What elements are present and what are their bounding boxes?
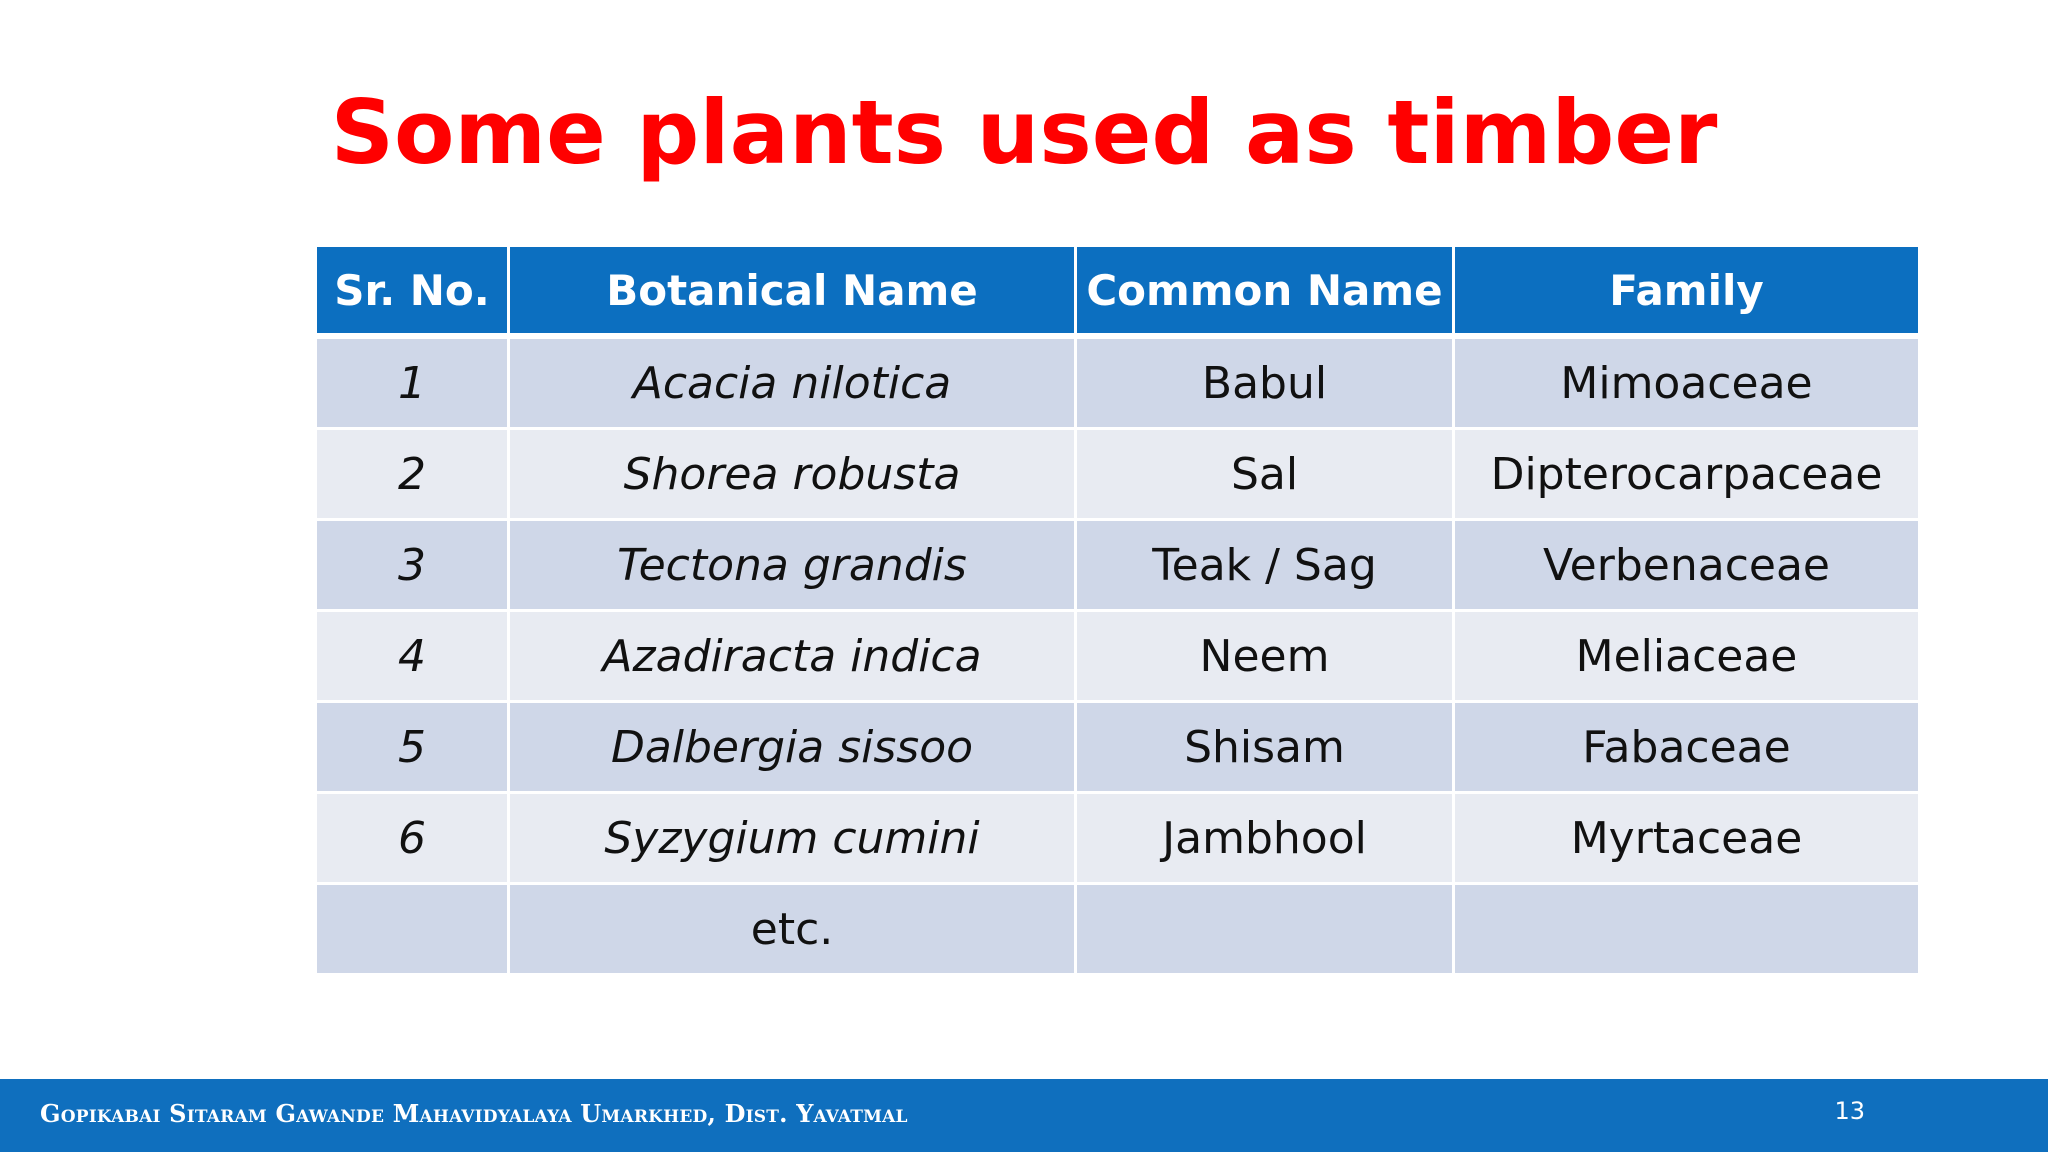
cell-common-name: Teak / Sag <box>1074 518 1455 612</box>
table-row: etc. <box>314 882 1921 976</box>
cell-common-name: Sal <box>1074 427 1455 521</box>
footer-institution-name: Gopikabai Sitaram Gawande Mahavidyalaya … <box>40 1099 908 1128</box>
cell-sr-no <box>314 882 510 976</box>
table-row: 5 Dalbergia sissoo Shisam Fabaceae <box>314 700 1921 794</box>
header-family: Family <box>1452 244 1921 339</box>
cell-botanical-name: Azadiracta indica <box>507 609 1077 703</box>
cell-sr-no: 3 <box>314 518 510 612</box>
header-sr-no: Sr. No. <box>314 244 510 339</box>
cell-common-name: Babul <box>1074 334 1455 430</box>
cell-family <box>1452 882 1921 976</box>
cell-sr-no: 2 <box>314 427 510 521</box>
cell-botanical-name: Acacia nilotica <box>507 334 1077 430</box>
slide-title: Some plants used as timber <box>330 81 1718 184</box>
cell-common-name <box>1074 882 1455 976</box>
cell-botanical-name: etc. <box>507 882 1077 976</box>
cell-common-name: Neem <box>1074 609 1455 703</box>
cell-sr-no: 4 <box>314 609 510 703</box>
timber-plants-table-container: Sr. No. Botanical Name Common Name Famil… <box>314 244 1921 976</box>
table-row: 4 Azadiracta indica Neem Meliaceae <box>314 609 1921 703</box>
cell-family: Fabaceae <box>1452 700 1921 794</box>
table-row: 6 Syzygium cumini Jambhool Myrtaceae <box>314 791 1921 885</box>
cell-family: Myrtaceae <box>1452 791 1921 885</box>
timber-plants-table: Sr. No. Botanical Name Common Name Famil… <box>314 244 1921 976</box>
cell-botanical-name: Tectona grandis <box>507 518 1077 612</box>
header-botanical-name: Botanical Name <box>507 244 1077 339</box>
table-row: 2 Shorea robusta Sal Dipterocarpaceae <box>314 427 1921 521</box>
cell-family: Meliaceae <box>1452 609 1921 703</box>
cell-family: Mimoaceae <box>1452 334 1921 430</box>
cell-family: Verbenaceae <box>1452 518 1921 612</box>
cell-botanical-name: Dalbergia sissoo <box>507 700 1077 794</box>
cell-botanical-name: Syzygium cumini <box>507 791 1077 885</box>
cell-sr-no: 1 <box>314 334 510 430</box>
footer-bar: Gopikabai Sitaram Gawande Mahavidyalaya … <box>0 1079 2048 1152</box>
page-number: 13 <box>1834 1097 1865 1125</box>
table-row: 1 Acacia nilotica Babul Mimoaceae <box>314 334 1921 430</box>
table-row: 3 Tectona grandis Teak / Sag Verbenaceae <box>314 518 1921 612</box>
cell-common-name: Shisam <box>1074 700 1455 794</box>
cell-botanical-name: Shorea robusta <box>507 427 1077 521</box>
table-header-row: Sr. No. Botanical Name Common Name Famil… <box>314 244 1921 339</box>
cell-family: Dipterocarpaceae <box>1452 427 1921 521</box>
cell-sr-no: 6 <box>314 791 510 885</box>
header-common-name: Common Name <box>1074 244 1455 339</box>
cell-sr-no: 5 <box>314 700 510 794</box>
cell-common-name: Jambhool <box>1074 791 1455 885</box>
